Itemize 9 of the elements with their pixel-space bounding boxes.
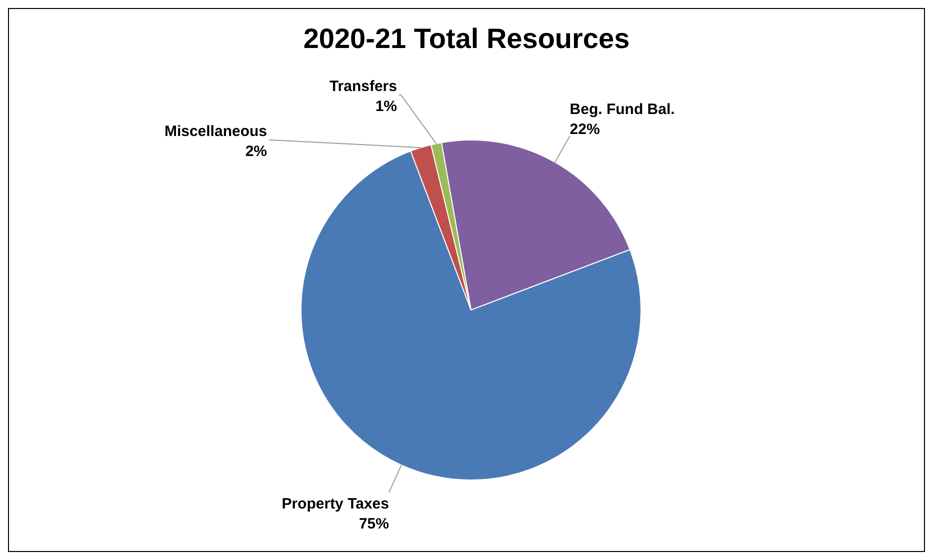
- data-label: 1%: [375, 98, 397, 115]
- chart-title: 2020-21 Total Resources: [302, 23, 631, 55]
- slice-label: Miscellaneous: [164, 123, 267, 140]
- slice-label: Beg. Fund Bal.: [570, 101, 675, 118]
- data-label: 2%: [245, 143, 267, 160]
- data-label: 22%: [570, 121, 600, 138]
- slice-label: Transfers: [329, 78, 397, 95]
- data-label: 75%: [358, 515, 390, 532]
- slice-label: Property Taxes: [282, 495, 390, 512]
